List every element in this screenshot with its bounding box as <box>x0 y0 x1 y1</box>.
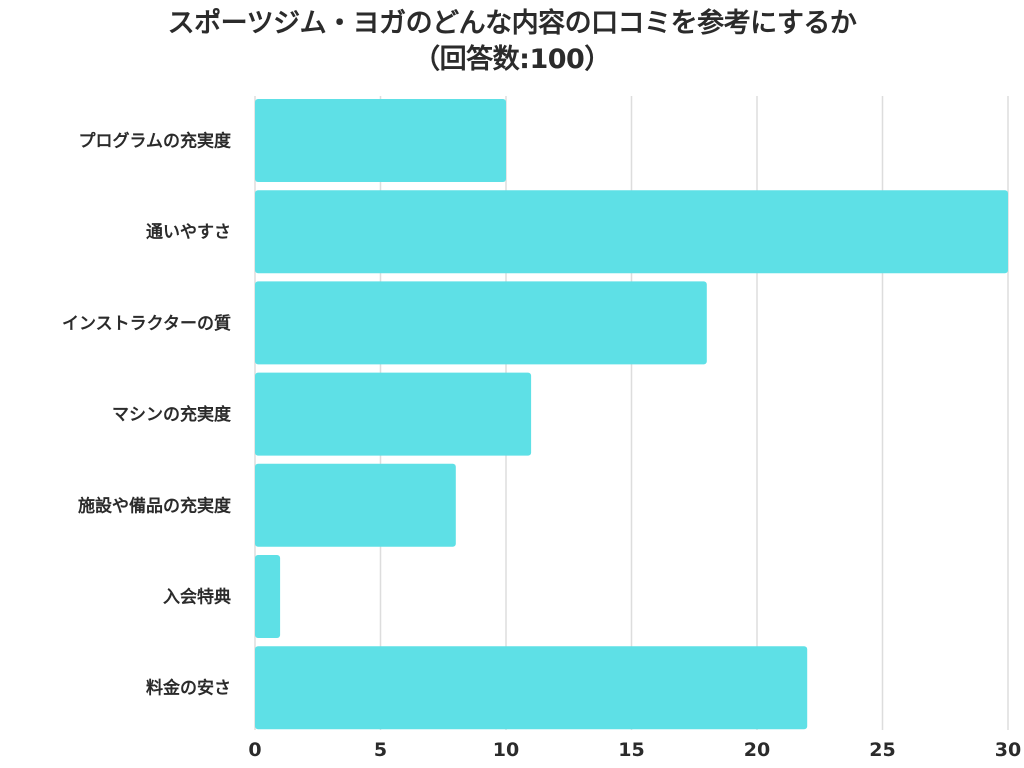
x-tick-label: 30 <box>995 739 1021 761</box>
category-label: インストラクターの質 <box>62 313 231 334</box>
category-label: 施設や備品の充実度 <box>78 495 232 516</box>
x-tick-label: 25 <box>869 739 895 761</box>
category-labels: プログラムの充実度通いやすさインストラクターの質マシンの充実度施設や備品の充実度… <box>62 131 232 699</box>
bar <box>255 463 456 547</box>
x-tick-label: 15 <box>618 739 644 761</box>
bar <box>255 646 808 730</box>
category-label: 通いやすさ <box>146 223 231 243</box>
bar <box>255 372 532 456</box>
bar <box>255 99 506 182</box>
x-tick-label: 20 <box>744 739 770 761</box>
x-tick-labels: 0 5 10 15 20 25 30 <box>248 739 1021 761</box>
category-label: マシンの充実度 <box>112 404 232 425</box>
category-label: 料金の安さ <box>146 678 231 699</box>
chart-title: スポーツジム・ヨガのどんな内容の口コミを参考にするか （回答数:100） <box>0 6 1024 78</box>
category-label: プログラムの充実度 <box>79 131 232 152</box>
bars <box>255 99 1008 730</box>
chart-title-sub: （回答数:100） <box>413 44 611 75</box>
bar <box>255 190 1008 274</box>
chart-title-main: スポーツジム・ヨガのどんな内容の口コミを参考にするか <box>167 8 857 39</box>
x-tick-label: 0 <box>248 739 261 761</box>
x-tick-label: 5 <box>374 739 387 761</box>
category-label: 入会特典 <box>163 587 231 608</box>
x-tick-label: 10 <box>493 739 519 761</box>
bar <box>255 555 281 638</box>
bar <box>255 281 707 365</box>
